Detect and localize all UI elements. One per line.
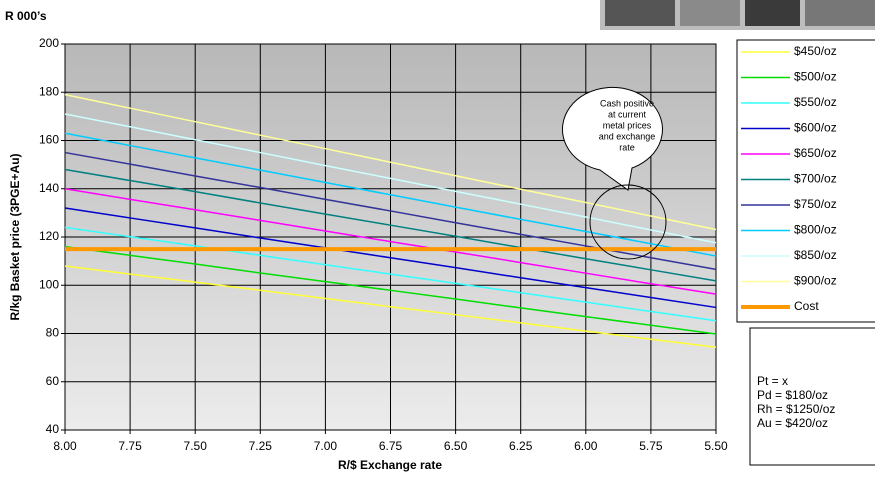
x-tick-label: 5.50 (704, 439, 728, 453)
series-line (64, 226, 717, 322)
photo (680, 0, 740, 26)
legend-label: $750/oz (794, 197, 837, 211)
y-tick-label: 60 (46, 374, 60, 388)
y-tick-label: 140 (39, 181, 59, 195)
x-axis-label: R/$ Exchange rate (338, 458, 442, 472)
y-tick-label: 40 (46, 422, 60, 436)
legend-label: $700/oz (794, 172, 837, 186)
legend-label: $850/oz (794, 248, 837, 262)
callout-text: and exchange (599, 131, 656, 141)
photo (605, 0, 675, 26)
info-text: Rh = $1250/oz (757, 402, 835, 416)
legend-label: $900/oz (794, 274, 837, 288)
legend-label: $800/oz (794, 223, 837, 237)
y-axis-label: R/kg Basket price (3PGE+Au) (8, 153, 22, 320)
y-tick-label: 160 (39, 133, 59, 147)
x-tick-label: 7.75 (118, 439, 142, 453)
info-text: Au = $420/oz (757, 416, 828, 430)
callout-text: Cash positive (600, 98, 654, 108)
legend-label: $550/oz (794, 95, 837, 109)
x-tick-label: 5.75 (639, 439, 663, 453)
x-tick-label: 6.75 (379, 439, 403, 453)
series-line (64, 93, 717, 231)
info-text: Pt = x (757, 374, 788, 388)
callout-text: metal prices (603, 120, 652, 130)
series-line (64, 188, 717, 295)
series-line (64, 113, 717, 244)
series-line (64, 245, 717, 335)
x-tick-label: 7.25 (249, 439, 273, 453)
plot-border (64, 43, 717, 431)
y-tick-label: 100 (39, 277, 59, 291)
photo (745, 0, 800, 26)
y-tick-label: 180 (39, 84, 59, 98)
x-tick-label: 6.00 (574, 439, 598, 453)
y-tick-label: 120 (39, 229, 59, 243)
series-line (64, 132, 717, 257)
series-line (64, 207, 717, 309)
callout-bubble (562, 86, 663, 191)
unit-label: R 000’s (5, 9, 47, 23)
info-box (749, 327, 875, 466)
legend-label: $500/oz (794, 70, 837, 84)
callout-text: at current (608, 109, 647, 119)
x-tick-label: 8.00 (53, 439, 77, 453)
legend-label: $600/oz (794, 121, 837, 135)
x-tick-label: 6.50 (444, 439, 468, 453)
info-text: Pd = $180/oz (757, 388, 828, 402)
legend-label: $650/oz (794, 146, 837, 160)
x-tick-label: 7.50 (184, 439, 208, 453)
x-tick-label: 7.00 (314, 439, 338, 453)
legend-label: $450/oz (794, 44, 837, 58)
callout-text: rate (619, 142, 635, 152)
legend (736, 39, 875, 323)
series-line (64, 265, 717, 348)
photo (805, 0, 875, 26)
y-tick-label: 200 (39, 36, 59, 50)
series-line (64, 168, 717, 282)
y-tick-label: 80 (46, 326, 60, 340)
highlight-circle (589, 184, 667, 260)
x-tick-label: 6.25 (509, 439, 533, 453)
legend-label: Cost (794, 299, 819, 313)
